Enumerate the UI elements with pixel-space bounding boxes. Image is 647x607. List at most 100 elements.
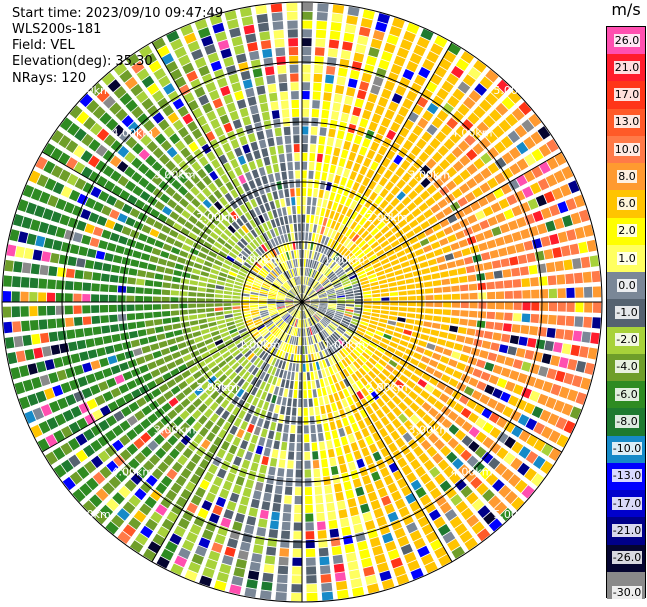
velocity-gate [319, 556, 330, 566]
velocity-gate [393, 213, 403, 223]
velocity-gate [226, 102, 237, 113]
velocity-gate [288, 251, 293, 260]
velocity-gate [433, 315, 442, 322]
velocity-gate [173, 416, 184, 427]
velocity-gate [383, 333, 392, 340]
velocity-gate [322, 317, 330, 324]
velocity-gate [339, 273, 347, 280]
velocity-gate [246, 384, 254, 394]
velocity-gate [536, 223, 548, 235]
velocity-gate [567, 358, 578, 371]
velocity-gate [331, 364, 338, 374]
velocity-gate [311, 108, 320, 118]
velocity-gate [523, 170, 536, 183]
velocity-gate [515, 242, 525, 253]
velocity-gate [272, 315, 280, 321]
velocity-gate [473, 105, 486, 119]
velocity-gate [446, 180, 457, 191]
velocity-gate [284, 352, 289, 361]
velocity-gate [336, 327, 345, 335]
velocity-gate [305, 531, 315, 540]
velocity-gate [106, 242, 117, 252]
velocity-gate [44, 178, 57, 191]
velocity-gate [530, 131, 544, 145]
velocity-gate [312, 260, 317, 269]
velocity-gate [306, 592, 318, 602]
velocity-gate [239, 344, 248, 352]
velocity-gate [564, 329, 574, 341]
velocity-gate [343, 315, 352, 320]
velocity-gate [153, 220, 164, 230]
velocity-gate [349, 170, 358, 181]
velocity-gate [341, 359, 349, 368]
velocity-gate [440, 445, 452, 457]
velocity-gate [102, 95, 116, 109]
velocity-gate [485, 473, 499, 486]
velocity-gate [447, 234, 457, 243]
velocity-gate [293, 143, 300, 153]
velocity-gate [80, 208, 91, 220]
velocity-gate [335, 446, 343, 457]
velocity-gate [442, 348, 453, 357]
velocity-gate [189, 365, 199, 374]
velocity-gate [30, 263, 40, 275]
velocity-gate [271, 12, 283, 22]
velocity-gate [147, 263, 157, 271]
velocity-gate [12, 214, 24, 227]
velocity-gate [359, 165, 368, 176]
velocity-gate [255, 196, 263, 206]
velocity-gate [146, 380, 157, 390]
velocity-gate [530, 314, 540, 324]
velocity-gate [457, 81, 471, 94]
velocity-gate [139, 503, 152, 516]
velocity-gate [350, 200, 358, 210]
velocity-gate [451, 309, 460, 317]
velocity-gate [347, 376, 355, 385]
velocity-gate [149, 126, 161, 139]
velocity-gate [316, 12, 328, 21]
velocity-gate [273, 282, 281, 288]
velocity-gate [553, 342, 563, 353]
velocity-gate [226, 130, 237, 141]
velocity-gate [359, 118, 369, 128]
velocity-gate [517, 254, 528, 265]
velocity-gate [263, 280, 272, 286]
velocity-gate [325, 314, 333, 319]
velocity-gate [135, 312, 145, 320]
azimuth-spoke [301, 41, 453, 303]
velocity-gate [208, 205, 218, 215]
velocity-gate [236, 341, 245, 349]
velocity-gate [279, 289, 287, 294]
velocity-gate [296, 196, 301, 206]
velocity-gate [188, 297, 197, 302]
velocity-gate [327, 259, 335, 268]
velocity-gate [369, 413, 379, 423]
velocity-gate [398, 296, 408, 301]
velocity-gate [181, 321, 190, 328]
velocity-gate [304, 434, 310, 443]
velocity-gate [280, 274, 287, 282]
velocity-gate [222, 162, 232, 173]
velocity-gate [325, 269, 333, 277]
velocity-gate [363, 291, 372, 295]
velocity-gate [321, 172, 328, 181]
velocity-gate [436, 363, 447, 372]
velocity-gate [379, 199, 389, 209]
velocity-gate [424, 501, 437, 514]
velocity-gate [390, 259, 400, 266]
velocity-gate [333, 438, 341, 448]
velocity-gate [226, 18, 239, 30]
velocity-gate [392, 395, 402, 405]
velocity-gate [396, 322, 405, 328]
velocity-gate [208, 444, 219, 455]
velocity-gate [177, 342, 187, 350]
velocity-gate [434, 439, 445, 451]
velocity-gate [494, 141, 506, 154]
velocity-gate [171, 166, 182, 178]
velocity-gate [354, 203, 363, 213]
velocity-gate [521, 119, 535, 133]
velocity-gate [158, 365, 169, 374]
velocity-gate [248, 405, 256, 415]
velocity-gate [452, 370, 463, 380]
velocity-gate [174, 140, 186, 152]
